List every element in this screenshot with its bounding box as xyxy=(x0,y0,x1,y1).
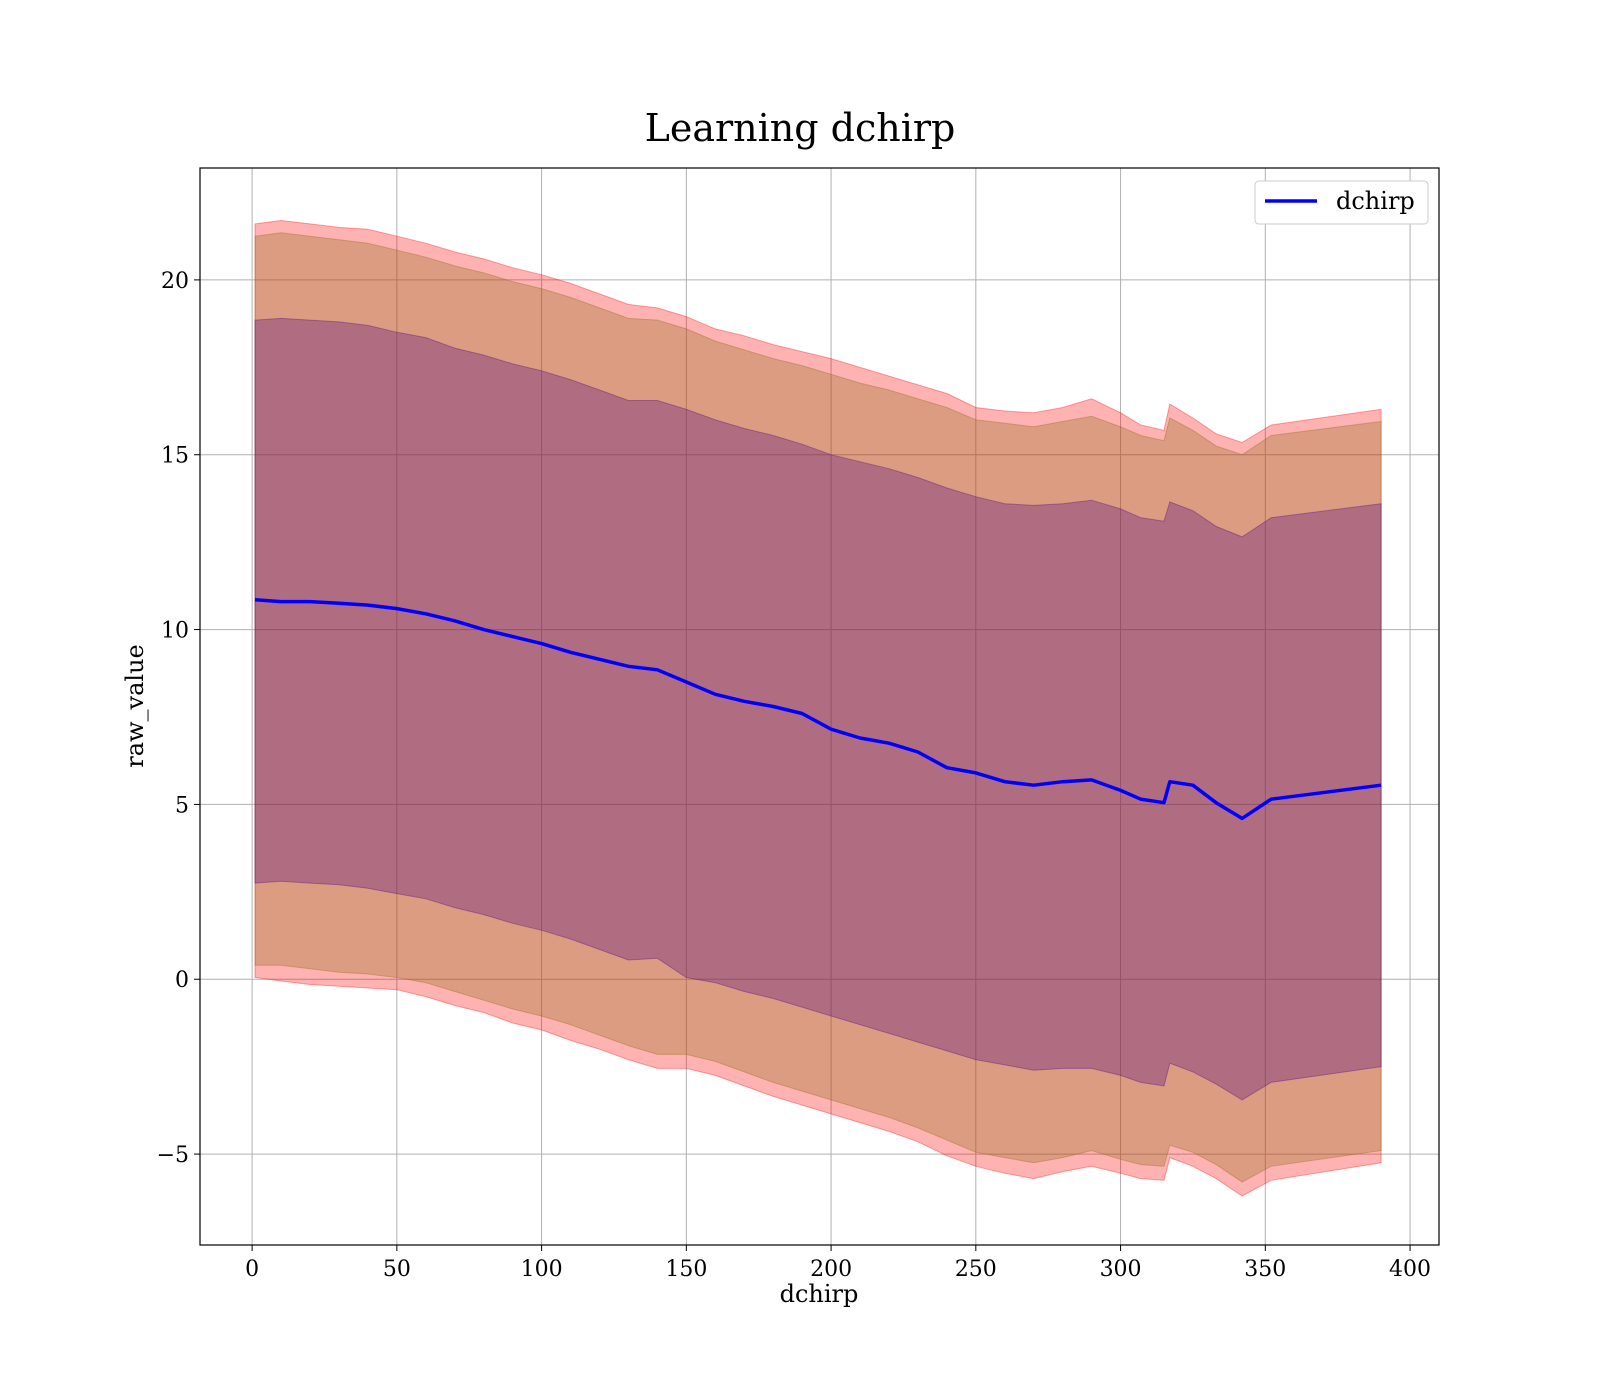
x-tick-label: 100 xyxy=(521,1257,563,1282)
axis-ticks: 0 50 100 150 200 250 300 350 400 −5 0 5 10 15 20 xyxy=(157,269,1431,1282)
series-line-dchirp xyxy=(254,598,1382,821)
grid xyxy=(200,168,1439,1245)
legend-label-dchirp: dchirp xyxy=(1336,187,1415,215)
x-axis-label: dchirp xyxy=(780,1280,859,1308)
legend-box xyxy=(1254,180,1429,225)
y-tick-label: 15 xyxy=(161,444,189,469)
band-mid xyxy=(254,232,1382,1183)
y-tick-label: −5 xyxy=(157,1143,189,1168)
x-tick-label: 200 xyxy=(810,1257,852,1282)
y-axis-label: raw_value xyxy=(121,644,149,768)
y-tick-label: 5 xyxy=(175,793,189,818)
y-tick-label: 20 xyxy=(161,269,189,294)
x-tick-label: 300 xyxy=(1100,1257,1142,1282)
y-tick-label: 0 xyxy=(175,968,189,993)
chart-title: Learning dchirp xyxy=(645,106,956,150)
plot-frame xyxy=(199,167,1440,1246)
y-tick-label: 10 xyxy=(161,619,189,644)
x-tick-label: 50 xyxy=(383,1257,411,1282)
legend: dchirp xyxy=(1254,180,1429,225)
x-tick-label: 150 xyxy=(665,1257,707,1282)
x-tick-label: 350 xyxy=(1244,1257,1286,1282)
confidence-bands xyxy=(254,219,1382,1197)
band-outer xyxy=(254,219,1382,1197)
x-tick-label: 250 xyxy=(955,1257,997,1282)
series-lines xyxy=(254,598,1382,821)
x-tick-label: 400 xyxy=(1389,1257,1431,1282)
band-inner xyxy=(254,317,1382,1101)
x-tick-label: 0 xyxy=(245,1257,259,1282)
